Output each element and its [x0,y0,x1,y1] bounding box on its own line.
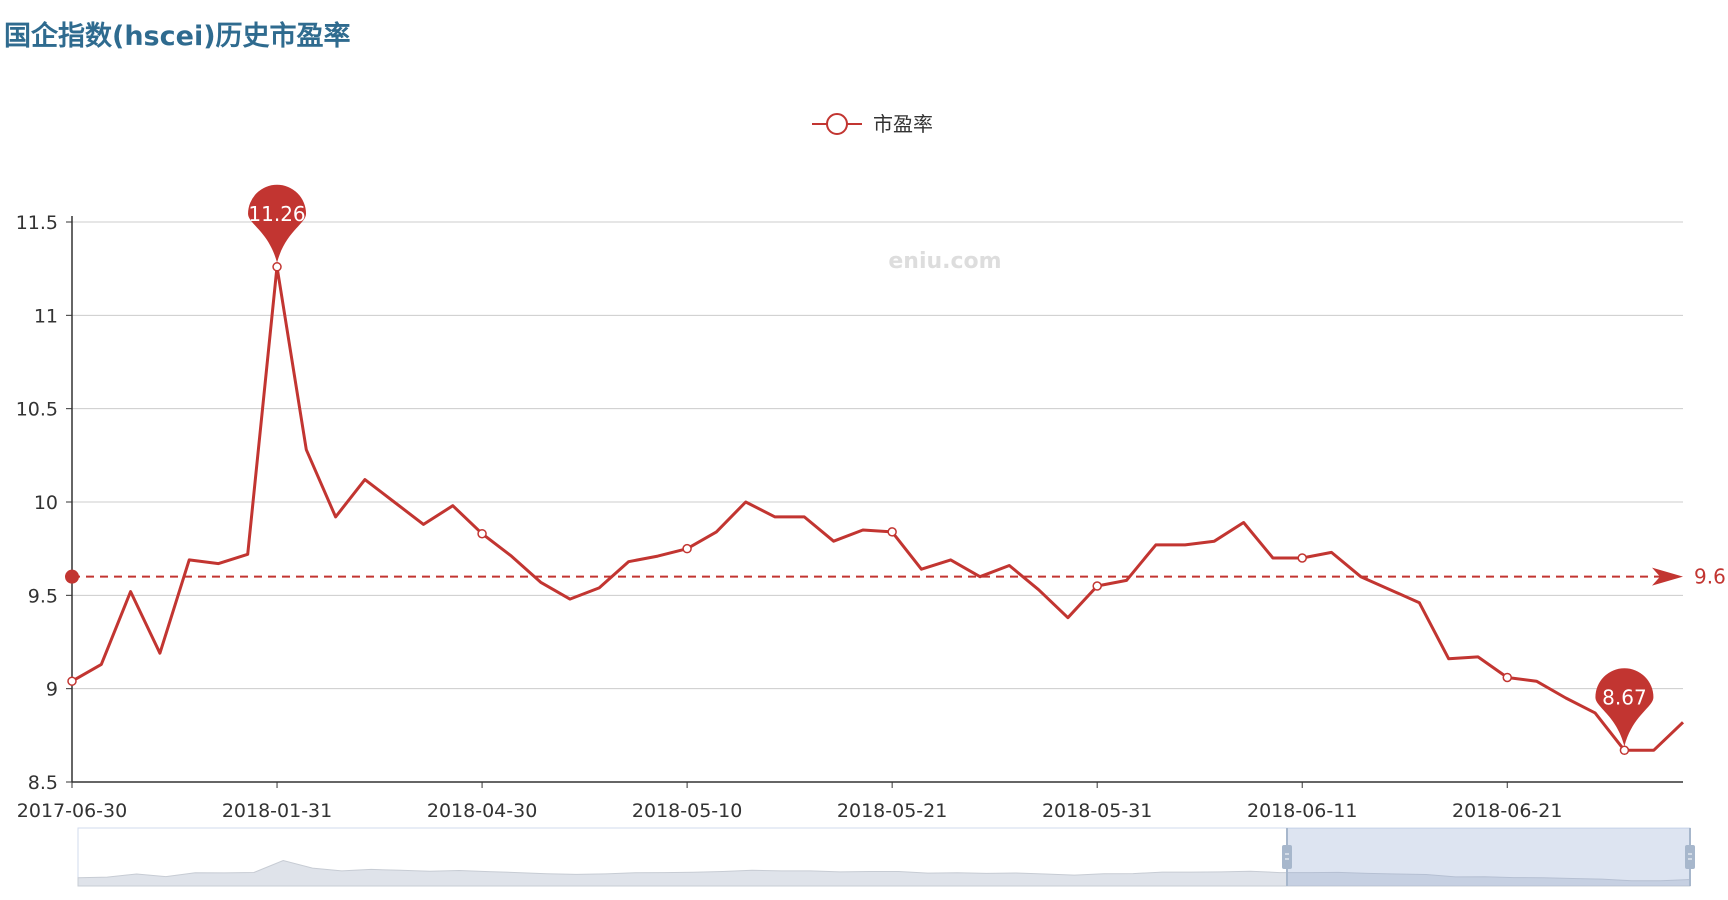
data-point[interactable] [362,477,368,483]
data-point[interactable] [682,543,692,554]
data-point[interactable] [420,521,426,527]
data-point[interactable] [272,262,282,272]
mark-point-min-label: 8.67 [1602,685,1647,709]
data-point[interactable] [948,557,954,563]
data-point[interactable] [538,579,544,585]
data-point[interactable] [1241,520,1247,526]
data-point[interactable] [1475,654,1481,660]
data-point[interactable] [186,557,192,563]
data-zoom-end-handle[interactable] [1685,845,1695,869]
x-tick-label: 2017-06-30 [17,800,127,822]
data-point[interactable] [1092,581,1102,591]
data-point[interactable] [1036,587,1042,593]
data-point[interactable] [333,514,339,520]
y-tick-label: 8.5 [28,772,58,794]
data-point[interactable] [1592,710,1598,716]
data-point[interactable] [245,551,251,557]
average-line-arrow [1652,567,1683,586]
data-point[interactable] [567,596,573,602]
data-point[interactable] [1065,615,1071,621]
mark-point-min-pin [1595,668,1654,747]
data-point[interactable] [508,553,514,559]
data-point[interactable] [1006,562,1012,568]
x-tick-label: 2018-05-21 [837,800,947,822]
legend-symbol [826,113,848,135]
data-point[interactable] [1534,678,1540,684]
legend-label: 市盈率 [873,112,933,136]
x-tick-label: 2018-04-30 [427,800,537,822]
data-point[interactable] [1297,553,1307,563]
data-point[interactable] [157,650,163,656]
x-tick-label: 2018-06-11 [1247,800,1357,822]
data-zoom-selection[interactable] [1287,828,1690,886]
data-point[interactable] [887,527,897,537]
data-point[interactable] [596,585,602,591]
y-tick-label: 10.5 [16,399,58,421]
data-point[interactable] [1123,577,1129,583]
data-point[interactable] [655,553,661,559]
data-point[interactable] [1619,745,1630,756]
data-point[interactable] [303,447,309,453]
data-point[interactable] [391,499,397,505]
data-point[interactable] [1211,538,1217,544]
data-point[interactable] [67,676,77,686]
y-tick-label: 9.5 [28,585,58,607]
data-point[interactable] [1416,600,1422,606]
mark-point-max-label: 11.26 [248,202,305,226]
average-line-start-dot [65,569,79,584]
x-tick-label: 2018-01-31 [222,800,332,822]
data-point[interactable] [450,503,456,509]
data-point[interactable] [1651,747,1657,753]
x-tick-label: 2018-05-31 [1042,800,1152,822]
data-point[interactable] [713,529,719,535]
x-tick-label: 2018-05-10 [632,800,742,822]
data-point[interactable] [1358,574,1364,580]
data-point[interactable] [801,514,807,520]
data-point[interactable] [1329,549,1335,555]
y-tick-label: 11 [34,305,58,327]
data-point[interactable] [626,559,632,565]
data-point[interactable] [831,538,837,544]
data-point[interactable] [98,661,104,667]
data-point[interactable] [860,527,866,533]
data-point[interactable] [1563,695,1569,701]
page-title: 国企指数(hscei)历史市盈率 [4,21,351,52]
data-point[interactable] [1502,672,1513,683]
data-point[interactable] [1680,719,1686,725]
data-point[interactable] [918,566,924,572]
data-point[interactable] [1182,542,1188,548]
data-point[interactable] [977,574,983,580]
data-point[interactable] [1446,656,1452,662]
data-point[interactable] [772,514,778,520]
y-tick-label: 10 [34,492,58,514]
data-point[interactable] [1153,542,1159,548]
data-point[interactable] [128,589,134,595]
data-point[interactable] [743,499,749,505]
y-tick-label: 11.5 [16,212,58,234]
data-point[interactable] [477,528,487,539]
watermark-text: eniu.com [888,249,1001,274]
x-tick-label: 2018-06-21 [1452,800,1562,822]
series-line-市盈率 [71,265,1685,752]
data-point[interactable] [1387,587,1393,593]
y-tick-label: 9 [46,679,58,701]
data-zoom-start-handle[interactable] [1282,845,1292,869]
data-point[interactable] [215,561,221,567]
average-line-label: 9.6 [1694,565,1726,589]
data-point[interactable] [1270,555,1276,561]
mark-point-max-pin [248,184,307,263]
